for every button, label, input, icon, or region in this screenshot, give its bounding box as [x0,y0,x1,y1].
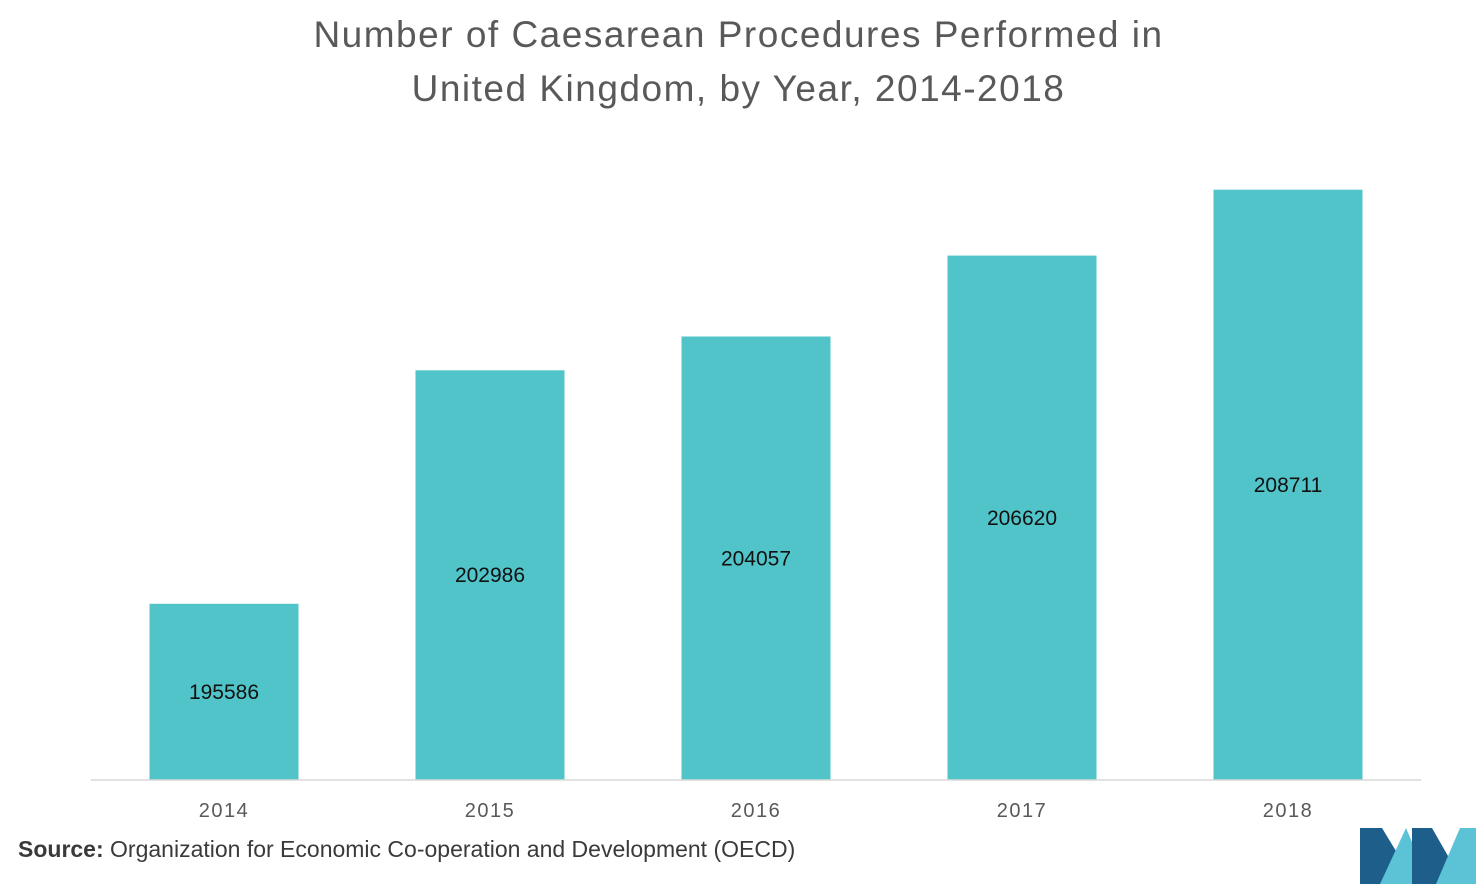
x-tick-label-2015: 2015 [465,800,516,822]
chart-title-line-1: Number of Caesarean Procedures Performed… [313,14,1164,55]
bar-2018 [1213,189,1363,780]
bar-2016 [681,336,831,780]
brand-logo [1360,828,1476,884]
data-label-2017: 206620 [987,507,1057,530]
bars-layer [149,189,1363,781]
chart-title: Number of Caesarean Procedures Performed… [0,8,1477,116]
source-note: Source: Organization for Economic Co-ope… [18,836,795,863]
data-label-2015: 202986 [455,564,525,587]
x-tick-label-2018: 2018 [1263,800,1314,822]
source-text: Organization for Economic Co-operation a… [110,836,796,862]
x-tick-label-2017: 2017 [997,800,1048,822]
x-tick-label-2016: 2016 [731,800,782,822]
bar-2015 [415,370,565,780]
x-tick-labels-layer: 2014 2015 2016 2017 2018 [199,800,1314,822]
data-labels-layer: 195586 202986 204057 206620 208711 [189,474,1322,704]
x-tick-label-2014: 2014 [199,800,250,822]
data-label-2018: 208711 [1254,474,1323,497]
data-label-2016: 204057 [721,547,791,570]
data-label-2014: 195586 [189,681,259,704]
bar-2017 [947,255,1097,781]
chart-title-line-2: United Kingdom, by Year, 2014-2018 [411,68,1066,109]
source-label: Source: [18,836,104,862]
bar-2014 [149,603,299,780]
